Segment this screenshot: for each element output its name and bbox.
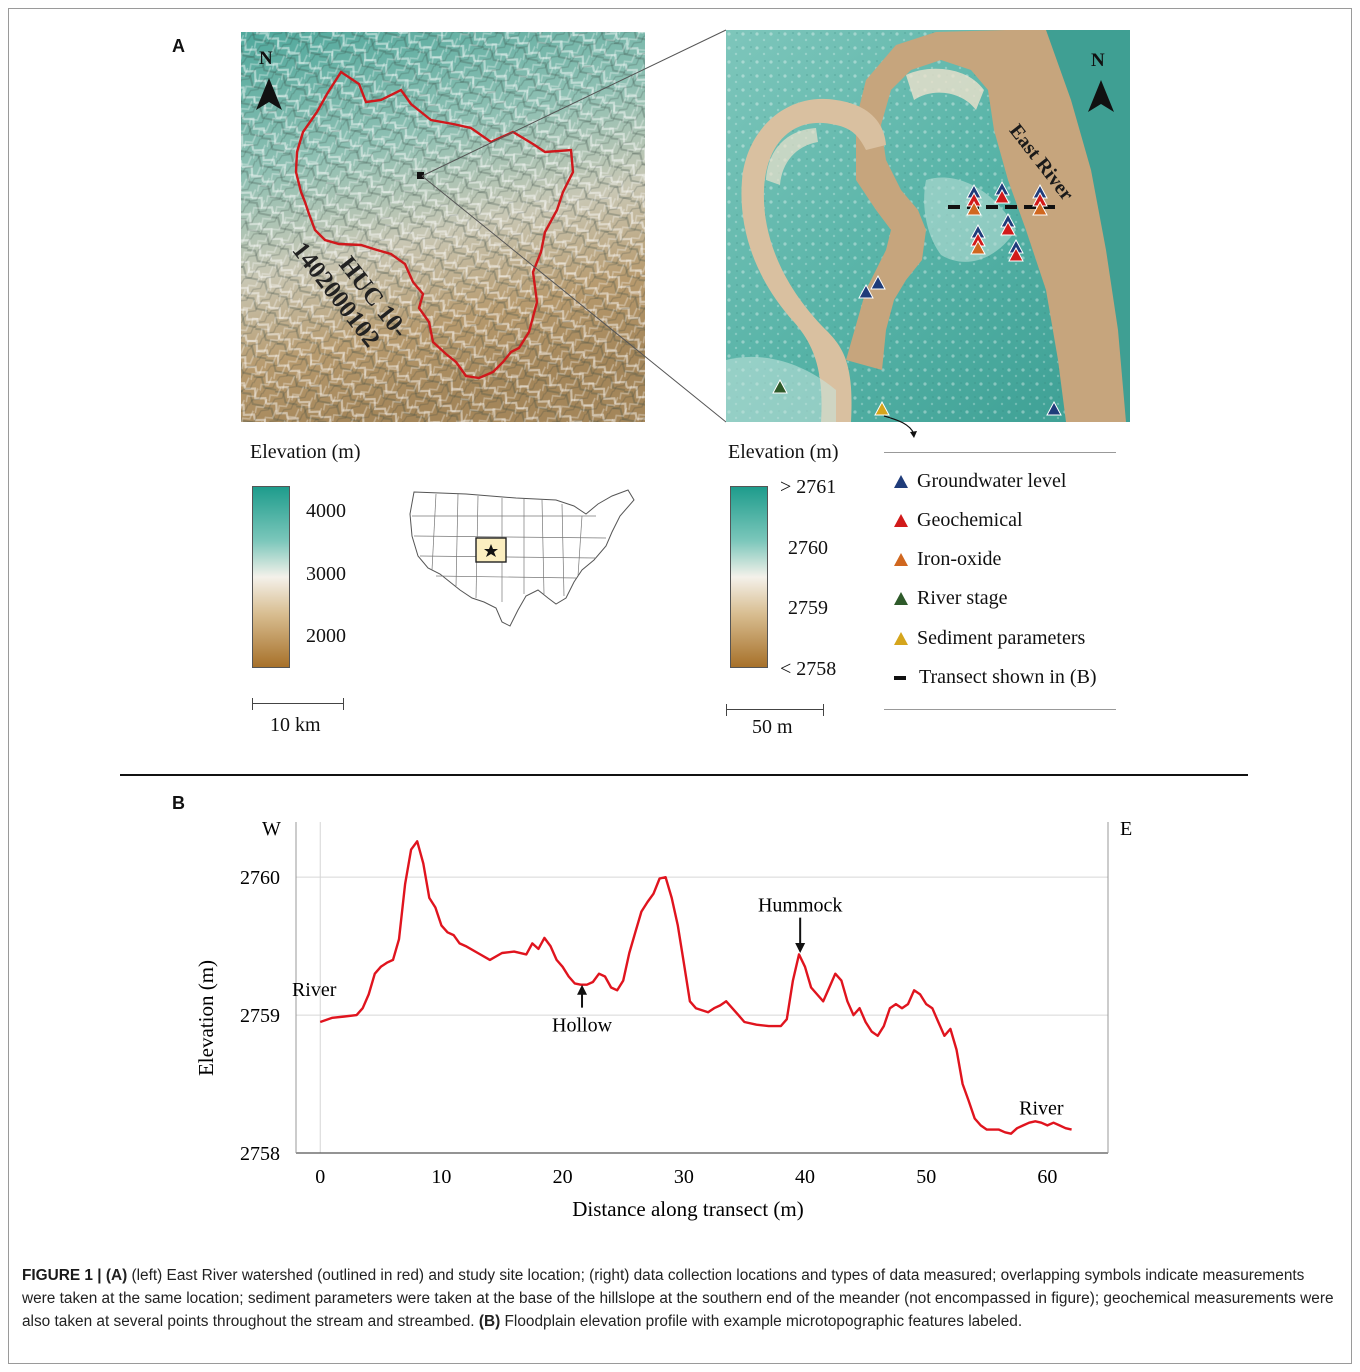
annotation-label: Hollow (552, 1015, 613, 1037)
right-colorbar-title: Elevation (m) (728, 441, 839, 464)
transect-dash-icon (894, 676, 906, 680)
x-tick-label: 40 (795, 1166, 815, 1188)
us-inset-map (406, 486, 640, 632)
iron-oxide-triangle-icon (894, 553, 908, 566)
west-direction-label: W (262, 818, 281, 840)
legend-item-iron-oxide: Iron-oxide (894, 548, 1001, 571)
east-direction-label: E (1120, 818, 1132, 840)
geochemical-triangle-icon (894, 514, 908, 527)
elevation-profile-chart: 0 10 20 30 40 50 60 2758 2759 2760 River Hollow Hum… (0, 780, 1360, 1250)
annotation-label: River (1019, 1097, 1064, 1119)
x-axis-title: Distance along transect (m) (572, 1197, 804, 1221)
elevation-profile-line (320, 841, 1071, 1133)
marker-legend: Groundwater level Geochemical Iron-oxide… (884, 452, 1116, 710)
annotation-arrowhead-icon (795, 943, 805, 953)
annotation-label: River (292, 979, 337, 1001)
legend-item-sediment: Sediment parameters (894, 627, 1085, 650)
left-scale-bar (252, 698, 344, 710)
y-tick-label: 2760 (240, 867, 280, 889)
sediment-triangle-icon (894, 632, 908, 645)
right-colorbar-tick-2759: 2759 (788, 597, 828, 620)
x-tick-label: 0 (315, 1166, 325, 1188)
legend-item-transect: Transect shown in (B) (894, 666, 1097, 689)
caption-b-ref: (B) (479, 1313, 500, 1330)
legend-label: Groundwater level (917, 470, 1066, 493)
right-colorbar-tick-low: < 2758 (780, 658, 836, 681)
site-map (726, 30, 1130, 422)
y-tick-label: 2758 (240, 1143, 280, 1165)
caption-lead: FIGURE 1 | (22, 1267, 106, 1284)
x-tick-label: 60 (1037, 1166, 1057, 1188)
sediment-offsite-arrow-icon (880, 412, 930, 442)
y-tick-label: 2759 (240, 1005, 280, 1027)
right-colorbar (730, 486, 768, 668)
caption-body-2: Floodplain elevation profile with exampl… (500, 1313, 1022, 1330)
left-colorbar (252, 486, 290, 668)
x-tick-label: 10 (431, 1166, 451, 1188)
legend-item-groundwater: Groundwater level (894, 470, 1066, 493)
annotation-label: Hummock (758, 895, 842, 917)
figure-caption: FIGURE 1 | (A) (left) East River watersh… (22, 1264, 1338, 1333)
right-scale-label: 50 m (752, 716, 793, 739)
left-colorbar-tick-2000: 2000 (306, 625, 346, 648)
legend-label: Geochemical (917, 509, 1023, 532)
legend-label: Sediment parameters (917, 627, 1085, 650)
caption-a-ref: (A) (106, 1267, 127, 1284)
left-colorbar-tick-3000: 3000 (306, 563, 346, 586)
groundwater-triangle-icon (894, 475, 908, 488)
left-colorbar-tick-4000: 4000 (306, 500, 346, 523)
y-axis-title: Elevation (m) (194, 960, 218, 1076)
right-colorbar-tick-high: > 2761 (780, 476, 836, 499)
left-colorbar-title: Elevation (m) (250, 441, 361, 464)
x-tick-label: 30 (674, 1166, 694, 1188)
legend-label: Transect shown in (B) (919, 666, 1097, 689)
left-scale-label: 10 km (270, 714, 321, 737)
river-stage-triangle-icon (894, 592, 908, 605)
x-tick-label: 20 (553, 1166, 573, 1188)
north-label-right: N (1091, 50, 1105, 72)
x-tick-label: 50 (916, 1166, 936, 1188)
right-colorbar-tick-2760: 2760 (788, 537, 828, 560)
annotation-arrowhead-icon (577, 985, 587, 995)
legend-item-geochemical: Geochemical (894, 509, 1023, 532)
panel-divider (120, 774, 1248, 776)
right-scale-bar (726, 704, 824, 716)
legend-item-river-stage: River stage (894, 587, 1008, 610)
legend-label: Iron-oxide (917, 548, 1001, 571)
zoom-connector-lines (0, 0, 1360, 780)
legend-label: River stage (917, 587, 1008, 610)
chart-axes (296, 822, 1108, 1153)
chart-grid (296, 822, 1108, 1153)
north-arrow-right-icon (1088, 80, 1114, 112)
chart-ticks: 0 10 20 30 40 50 60 2758 2759 2760 (240, 867, 1057, 1188)
